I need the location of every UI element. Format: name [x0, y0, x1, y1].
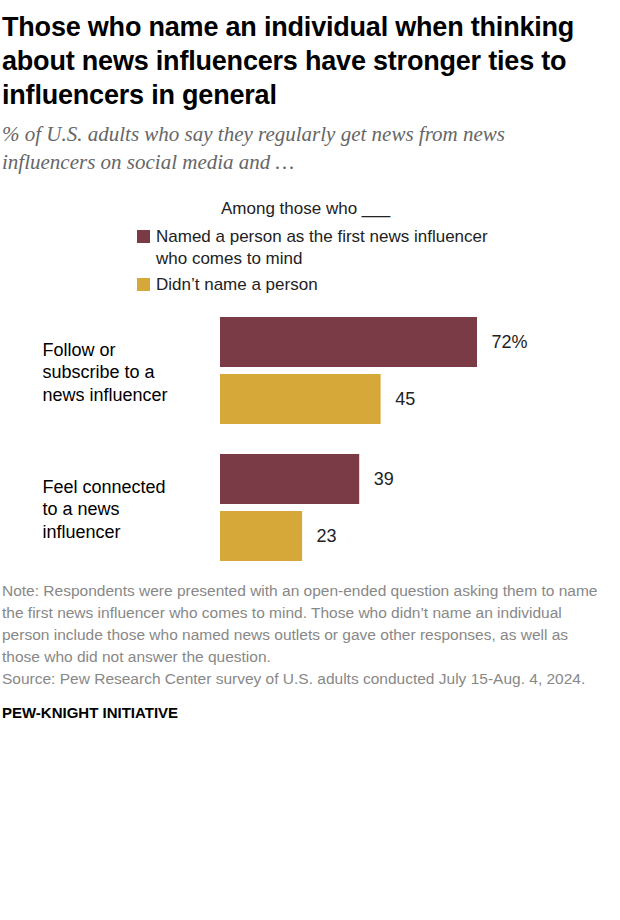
svg-text:45: 45	[395, 389, 415, 409]
html-text:Note: Respondents were present: Note: Respondents were presented with an…	[2, 582, 598, 665]
html-text:Didn’t name a person: Didn’t name a person	[156, 275, 318, 294]
html-text:Source: Pew Research Center su: Source: Pew Research Center survey of U.…	[2, 670, 586, 687]
svg-text:Feel connectedto a newsinfluen: Feel connectedto a newsinfluencer	[43, 477, 166, 542]
html-text:Named a person as the first ne: Named a person as the first news influen…	[156, 227, 488, 268]
svg-text:39: 39	[374, 469, 394, 489]
html-text:Among those who ___: Among those who ___	[221, 199, 391, 218]
html-text:Those who name an individual w: Those who name an individual when thinki…	[2, 12, 575, 110]
svg-text:23: 23	[317, 526, 337, 546]
svg-text:Follow orsubscribe to anews in: Follow orsubscribe to anews influencer	[43, 340, 168, 405]
html-text:PEW-KNIGHT INITIATIVE: PEW-KNIGHT INITIATIVE	[2, 704, 179, 721]
html-text:% of U.S. adults who say they: % of U.S. adults who say they regularly …	[2, 122, 505, 174]
svg-text:72%: 72%	[492, 332, 528, 352]
